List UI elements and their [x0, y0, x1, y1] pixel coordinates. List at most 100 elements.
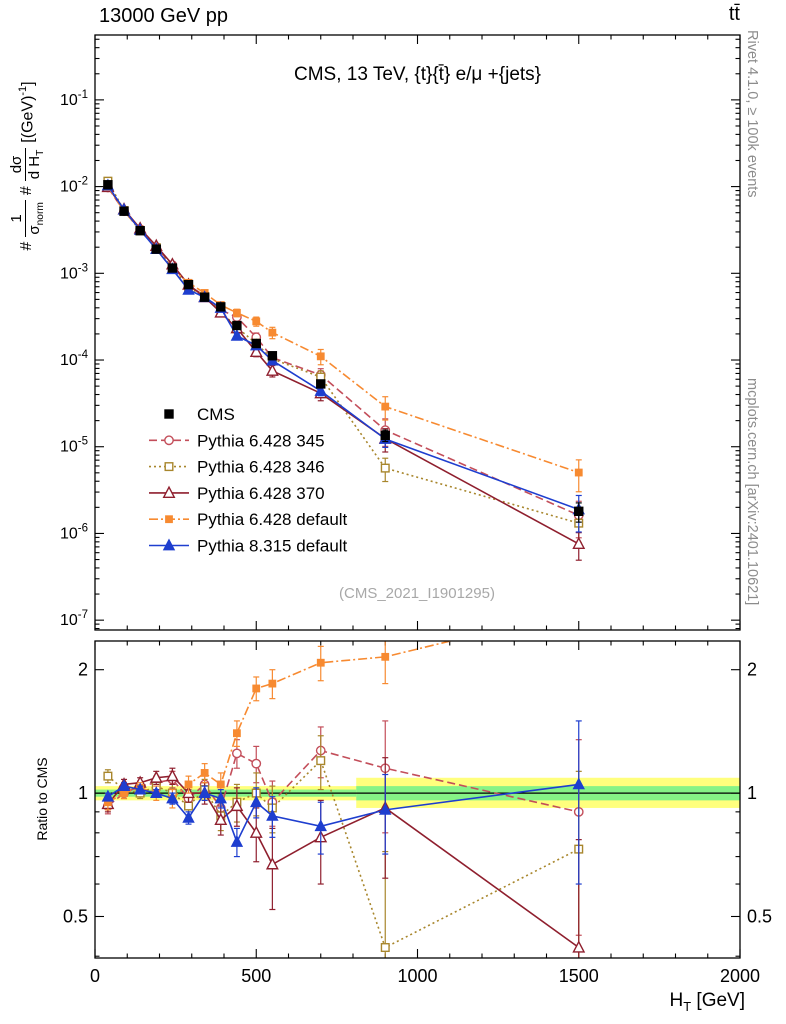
cms-marker: [251, 338, 261, 349]
cms-marker: [199, 292, 210, 302]
ylabel-frac1-denominator: σnorm: [26, 200, 47, 236]
py8-default-marker: [314, 819, 327, 832]
legend-item-py8-default: Pythia 8.315 default: [149, 537, 348, 556]
py8-default-marker: [166, 791, 179, 804]
py6-default-marker: [252, 684, 261, 693]
py6-370-marker: [162, 485, 176, 498]
series-py6-default-main: [103, 182, 583, 493]
series-py8-default-ratio: [101, 720, 585, 885]
ylabel-frac2-numerator: dσ: [8, 147, 27, 182]
legend-label-cms: CMS: [197, 405, 235, 424]
py6-default-marker: [576, 607, 582, 613]
py6-default-marker: [268, 328, 277, 337]
cms-marker: [232, 320, 242, 331]
main-panel-frame: [94, 34, 741, 631]
ratio-tick-label-right: 2: [747, 660, 757, 680]
ylabel-hash-2: #: [18, 186, 36, 196]
beam-energy-label: 13000 GeV pp: [99, 5, 228, 27]
py6-default-marker: [574, 468, 583, 477]
plot-title: CMS, 13 TeV, {t}{t̄} e/μ +{jets}: [293, 64, 542, 85]
py6-345-marker: [164, 435, 174, 446]
mcplots-arxiv-label: mcplots.cern.ch [arXiv:2401.10621]: [744, 378, 760, 606]
ratio-tick-label-right: 0.5: [747, 906, 772, 926]
analysis-id-watermark: (CMS_2021_I1901295): [339, 585, 495, 602]
py6-370-marker: [249, 344, 263, 357]
cms-marker: [216, 302, 226, 312]
py6-370-marker: [230, 798, 244, 812]
ylabel-fraction-2: dσ d HT: [8, 147, 47, 182]
legend-item-py6-346: Pythia 6.428 346: [149, 458, 325, 477]
py6-345-marker: [231, 748, 242, 759]
py8-default-marker: [572, 777, 585, 790]
py6-default-marker: [165, 515, 173, 524]
units-exponent: -1: [17, 85, 30, 96]
cms-marker: [164, 409, 174, 419]
units-close: ]: [19, 81, 37, 86]
ratio-tick-label-right: 1: [747, 783, 757, 803]
legend-item-py6-345: Pythia 6.428 345: [149, 431, 325, 450]
cms-marker: [151, 244, 161, 254]
py6-default-marker: [232, 308, 241, 317]
ylabel-fraction-1: 1 σnorm: [8, 200, 47, 237]
py8-default-marker: [117, 779, 131, 791]
norm-subscript: norm: [35, 202, 47, 226]
py6-370-marker: [165, 768, 179, 782]
ratio-y-axis-label: Ratio to CMS: [34, 757, 50, 841]
ylabel-frac1-numerator: 1: [8, 200, 27, 237]
cms-marker: [267, 351, 278, 361]
py6-370-marker: [214, 812, 228, 826]
rivet-version-label: Rivet 4.1.0, ≥ 100k events: [744, 30, 760, 198]
dht-symbol: d H: [26, 155, 44, 180]
legend-label-py6-345: Pythia 6.428 345: [197, 431, 325, 450]
series-cms-main: [103, 180, 584, 523]
py8-default-marker: [198, 786, 211, 798]
py6-346-marker: [164, 462, 174, 472]
cms-marker: [380, 430, 390, 441]
series-py6-370-main: [101, 179, 586, 561]
x-tick-label: 1000: [397, 966, 437, 986]
y-tick-label: 10-5: [60, 436, 88, 456]
ratio-panel-frame: [94, 640, 741, 959]
x-tick-label: 1500: [559, 966, 599, 986]
y-tick-label: 10-4: [60, 349, 89, 369]
py8-default-marker: [230, 834, 244, 847]
py8-default-marker: [133, 782, 147, 795]
main-y-axis-label: # 1 σnorm # dσ d HT [(GeV)-1]: [8, 20, 47, 312]
py6-370-marker: [572, 536, 586, 550]
x-label-units: [GeV]: [691, 990, 745, 1011]
y-tick-label: 10-3: [60, 262, 88, 282]
series-py6-346-main: [103, 176, 584, 543]
y-tick-label: 10-6: [60, 522, 88, 542]
py6-default-marker: [200, 769, 209, 777]
ratio-tick-label: 1: [78, 783, 88, 803]
legend-label-py6-346: Pythia 6.428 346: [197, 458, 325, 477]
cms-marker: [135, 225, 145, 236]
py6-346-marker: [380, 463, 390, 473]
x-tick-label: 500: [241, 966, 271, 986]
x-tick-label: 2000: [720, 966, 760, 986]
py8-default-marker: [230, 328, 244, 341]
process-label: tt̄: [728, 3, 740, 25]
cms-marker: [119, 206, 129, 216]
py6-346-marker: [380, 943, 390, 953]
py6-370-marker: [249, 825, 263, 838]
main-y-tick-labels: 10-7 10-6 10-5 10-4 10-3 10-2 10-1: [60, 89, 89, 629]
py8-default-marker: [214, 791, 227, 804]
y-tick-label: 10-2: [60, 176, 88, 196]
ratio-y-tick-labels: 0.5 0.5 1 1 2 2: [63, 660, 772, 927]
ht-subscript: T: [35, 149, 47, 156]
x-tick-label: 0: [90, 966, 100, 986]
y-tick-label: 10-1: [60, 89, 88, 109]
py8-default-marker: [150, 786, 163, 798]
ratio-tick-label: 2: [78, 660, 88, 680]
units-text: [(GeV): [19, 95, 37, 143]
ylabel-hash-1: #: [18, 241, 36, 251]
legend-item-cms: CMS: [164, 405, 235, 424]
x-axis-label: HT [GeV]: [595, 990, 745, 1014]
cms-marker: [183, 279, 194, 290]
legend-item-py6-default: Pythia 6.428 default: [149, 510, 348, 529]
py8-default-marker: [266, 808, 279, 821]
py6-370-marker: [149, 770, 163, 783]
py6-346-marker: [184, 801, 194, 811]
